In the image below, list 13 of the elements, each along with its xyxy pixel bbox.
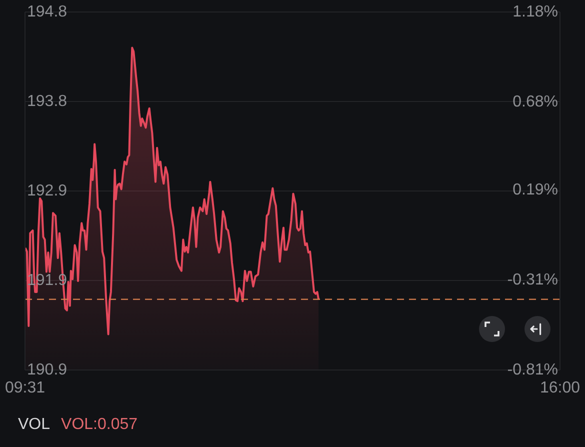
y2-tick-label: 0.68% xyxy=(512,93,558,110)
y2-tick-label: 1.18% xyxy=(512,4,558,20)
y-tick-label: 194.8 xyxy=(27,4,68,20)
text: VOL:0.057 xyxy=(61,416,138,433)
y2-tick-label: -0.31% xyxy=(507,272,558,289)
y2-tick-label: -0.81% xyxy=(507,362,558,378)
y-tick-label: 193.8 xyxy=(27,93,68,110)
x-tick-label: 16:00 xyxy=(540,379,580,396)
text: VOL xyxy=(18,416,50,433)
x-tick-label: 09:31 xyxy=(4,379,46,396)
y-tick-label: 190.9 xyxy=(27,362,68,378)
y-tick-label: 192.9 xyxy=(27,182,68,200)
y2-tick-label: 0.19% xyxy=(512,182,558,199)
